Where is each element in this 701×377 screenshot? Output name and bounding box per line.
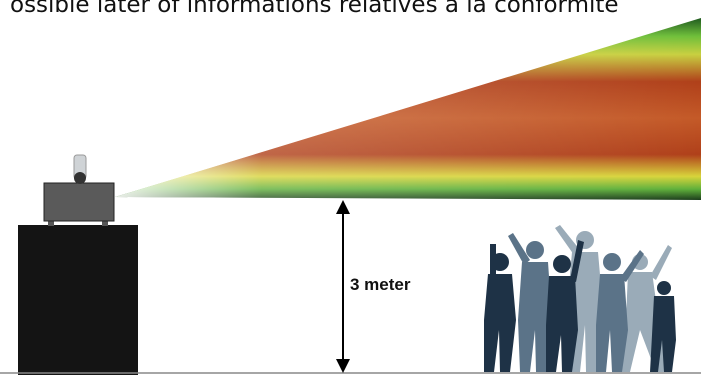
height-label: 3 meter: [350, 275, 411, 294]
arrow-head: [336, 359, 350, 373]
projector: [43, 182, 115, 222]
stand: [18, 225, 138, 375]
arrow-head: [336, 200, 350, 214]
header-text: ossible later of informations relatives …: [10, 0, 619, 18]
dancers: [484, 225, 676, 372]
beam-fade: [115, 18, 701, 200]
lens-base: [74, 172, 86, 184]
foot: [48, 220, 54, 226]
foot: [102, 220, 108, 226]
